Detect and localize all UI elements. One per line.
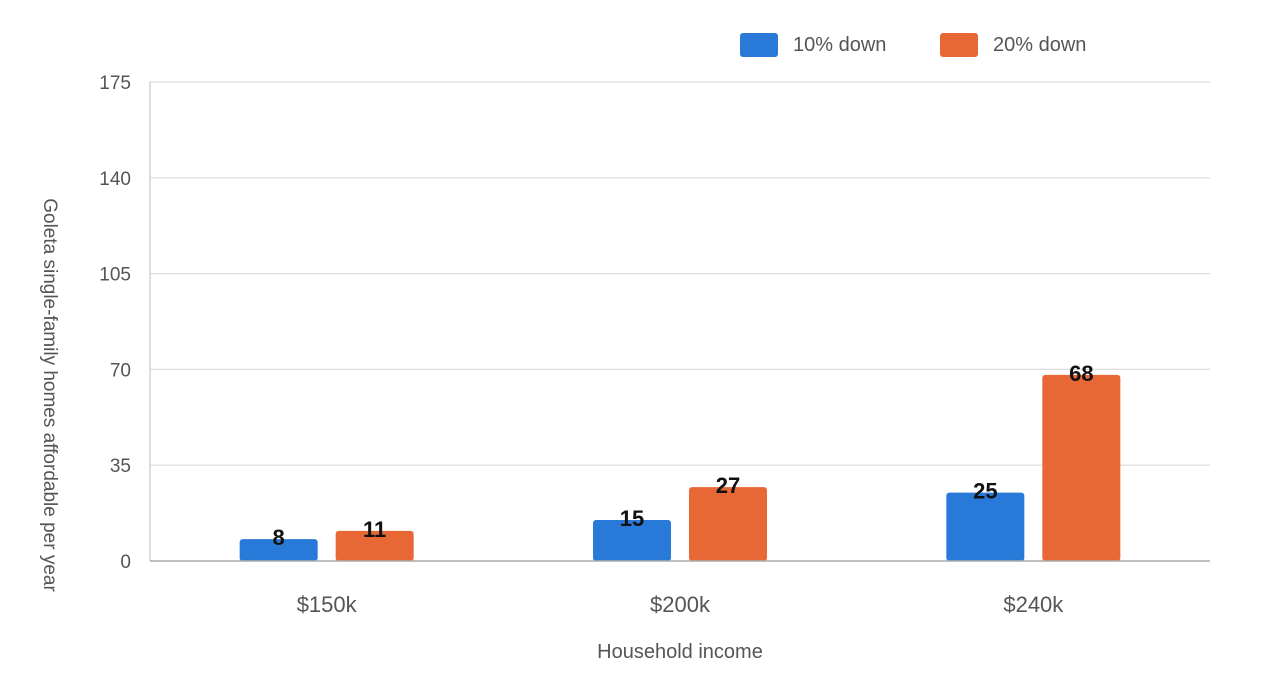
bar-data-label: 68 [1069, 361, 1093, 386]
x-axis-title: Household income [597, 641, 763, 663]
bar-data-label: 27 [716, 473, 740, 498]
y-tick-label: 175 [99, 73, 131, 94]
bar [335, 530, 414, 561]
y-axis-title: Goleta single-family homes affordable pe… [39, 198, 60, 592]
legend-label-20-down: 20% down [993, 33, 1087, 56]
x-axis-ticks: $150k $200k $240k [297, 592, 1065, 617]
x-tick-label: $200k [650, 592, 711, 617]
legend-item-20-down: 20% down [940, 31, 1086, 59]
y-tick-label: 35 [110, 456, 131, 477]
bar [239, 539, 318, 561]
legend-swatch-20-down [940, 33, 978, 57]
y-axis-ticks: 0 35 70 105 140 175 [99, 73, 131, 573]
y-tick-label: 140 [99, 169, 131, 190]
x-tick-label: $240k [1003, 592, 1064, 617]
bars [239, 374, 1121, 561]
data-labels: 8 11 15 27 25 68 [273, 361, 1094, 550]
bar [593, 519, 671, 561]
y-tick-label: 105 [99, 265, 131, 286]
bar [689, 487, 767, 561]
legend-label-10-down: 10% down [793, 33, 887, 56]
bar [946, 492, 1025, 561]
bar-data-label: 25 [973, 479, 997, 504]
bar-data-label: 8 [273, 525, 285, 550]
bar-data-label: 15 [620, 506, 644, 531]
bar [1042, 374, 1121, 561]
y-tick-label: 70 [110, 360, 131, 381]
legend-swatch-10-down [740, 33, 778, 57]
x-tick-label: $150k [297, 592, 358, 617]
legend-item-10-down: 10% down [740, 31, 886, 59]
bar-data-label: 11 [363, 517, 386, 542]
gridlines [150, 81, 1210, 466]
y-tick-label: 0 [120, 552, 131, 573]
